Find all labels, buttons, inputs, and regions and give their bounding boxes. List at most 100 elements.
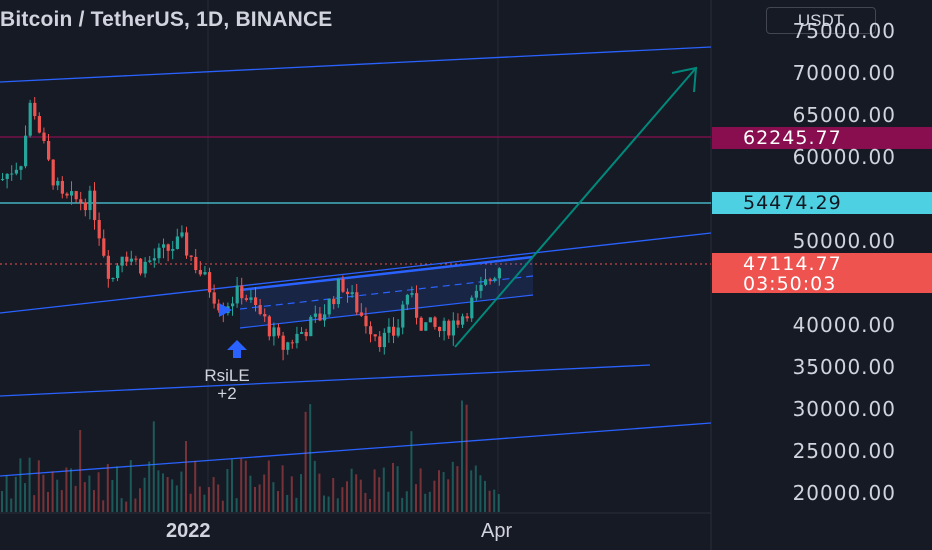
- volume-bar: [24, 483, 26, 512]
- volume-bar: [47, 491, 49, 512]
- candle-body: [152, 258, 156, 261]
- volume-bar: [369, 498, 371, 512]
- volume-bar: [309, 404, 312, 512]
- candle-body: [258, 305, 262, 315]
- currency-button[interactable]: USDT: [766, 7, 876, 34]
- volume-bar: [382, 467, 385, 512]
- candle-body: [143, 261, 147, 274]
- volume-bar: [313, 460, 316, 512]
- candle-body: [129, 258, 133, 262]
- volume-bar: [290, 476, 293, 512]
- candle-body: [295, 333, 299, 344]
- volume-bar: [171, 479, 174, 512]
- price-label: 20000.00: [792, 481, 896, 505]
- volume-bar: [97, 472, 100, 512]
- symbol-title[interactable]: Bitcoin / TetherUS, 1D, BINANCE: [0, 8, 333, 31]
- candle-body: [97, 220, 101, 239]
- volume-bar: [194, 461, 197, 512]
- candle-body: [369, 326, 373, 335]
- volume-bar: [180, 471, 183, 512]
- candle-body: [300, 332, 304, 334]
- candle-body: [378, 336, 382, 348]
- candle-body: [42, 132, 46, 141]
- candle-body: [484, 279, 488, 285]
- volume-bar: [19, 458, 22, 512]
- volume-bar: [93, 490, 95, 512]
- volume-bar: [88, 475, 91, 512]
- volume-bar: [318, 473, 321, 512]
- candle-body: [424, 322, 428, 331]
- candle-body: [318, 313, 322, 321]
- volume-bar: [263, 474, 266, 512]
- candle-body: [433, 317, 437, 327]
- volume-bar: [272, 482, 275, 512]
- candle-body: [157, 247, 161, 259]
- volume-bar: [102, 500, 105, 512]
- candle-body: [139, 258, 143, 274]
- volume-bar: [447, 479, 450, 512]
- candle-body: [102, 238, 106, 256]
- candle-body: [111, 278, 115, 280]
- price-label: 75000.00: [792, 19, 896, 43]
- candle-body: [313, 313, 317, 317]
- candle-body: [451, 320, 455, 336]
- volume-bar: [267, 460, 270, 512]
- long-entry-arrow-icon: [227, 340, 247, 358]
- volume-bar: [42, 474, 45, 512]
- volume-bar: [378, 477, 381, 512]
- volume-bar: [244, 460, 247, 512]
- candle-body: [33, 102, 37, 117]
- volume-bar: [37, 460, 40, 512]
- volume-bar: [451, 461, 454, 512]
- candle-body: [180, 232, 184, 237]
- candle-body: [47, 140, 51, 160]
- volume-bar: [323, 495, 325, 512]
- volume-bar: [56, 479, 59, 512]
- price-label: 65000.00: [792, 103, 896, 127]
- volume-bar: [189, 493, 192, 512]
- volume-bar: [231, 459, 233, 512]
- signal-triangle-icon: [219, 303, 232, 317]
- volume-bar: [116, 466, 118, 512]
- volume-bar: [28, 457, 31, 512]
- candle-body: [125, 256, 129, 262]
- candle-body: [304, 332, 308, 337]
- trend-channel[interactable]: [0, 46, 712, 477]
- candle-body: [79, 199, 83, 203]
- volume-bar: [148, 461, 151, 512]
- support-tag-bg: [712, 192, 932, 214]
- candle-body: [497, 268, 501, 279]
- volume-bar: [60, 490, 63, 512]
- candle-body: [93, 190, 97, 221]
- parallel-channel[interactable]: [239, 255, 534, 329]
- volume-bar: [401, 497, 404, 512]
- candle-body: [249, 297, 253, 300]
- candle-body: [387, 326, 391, 333]
- candle-body: [419, 317, 423, 331]
- candle-body: [277, 327, 281, 336]
- projection-arrow[interactable]: [454, 66, 698, 348]
- price-label: 70000.00: [792, 61, 896, 85]
- candle-body: [162, 244, 166, 248]
- candle-body: [323, 314, 327, 321]
- candle-body: [286, 342, 290, 350]
- volume-bar: [479, 475, 482, 512]
- candle-body: [189, 255, 193, 257]
- volume-bar: [419, 468, 422, 512]
- volume-bar: [461, 400, 463, 512]
- volume-bar: [14, 476, 17, 512]
- candle-body: [83, 202, 87, 211]
- candle-body: [116, 265, 120, 279]
- volume-bar: [157, 470, 160, 512]
- volume-bar: [300, 474, 302, 512]
- signal-label: RsiLE: [204, 366, 250, 385]
- last-price-tag: 47114.77: [743, 253, 842, 275]
- candle-body: [106, 255, 110, 279]
- volume-bar: [415, 484, 417, 512]
- candle-body: [14, 169, 18, 174]
- candle-body: [272, 327, 276, 337]
- candle-body: [281, 335, 285, 350]
- volume-bar: [226, 469, 229, 512]
- volume-bar: [396, 466, 399, 512]
